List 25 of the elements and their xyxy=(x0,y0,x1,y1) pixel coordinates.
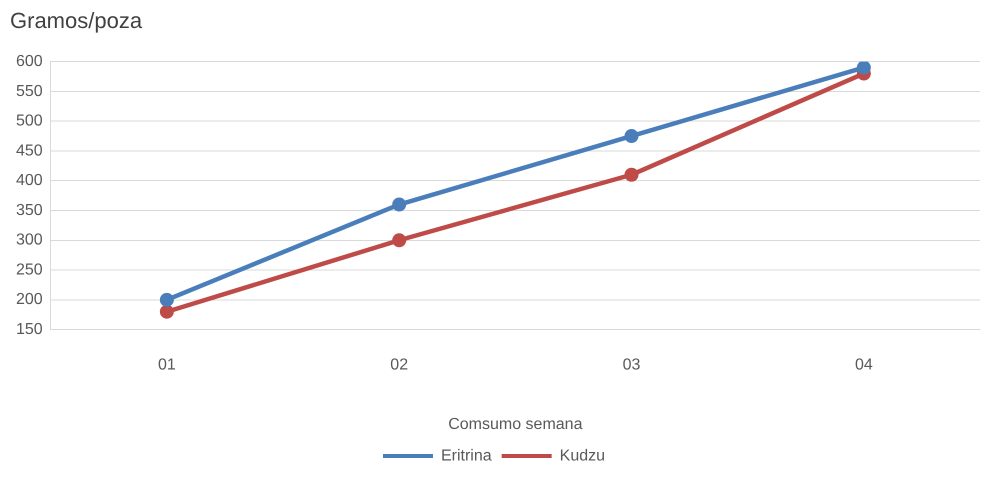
legend-label: Eritrina xyxy=(440,447,492,464)
point xyxy=(392,198,406,212)
y-tick-label: 150 xyxy=(16,321,43,338)
y-tick-label: 500 xyxy=(16,112,43,130)
point xyxy=(392,233,406,248)
y-tick-label: 450 xyxy=(16,142,43,160)
y-tick-label: 200 xyxy=(16,291,43,308)
y-axis-title: Gramos/poza xyxy=(9,8,144,35)
y-tick-label: 550 xyxy=(16,82,43,100)
x-tick-label: 01 xyxy=(158,356,176,374)
y-tick-label: 300 xyxy=(16,232,43,249)
point xyxy=(624,129,639,144)
point xyxy=(856,62,871,75)
x-axis-title: Comsumo semana xyxy=(448,416,583,433)
legend-label: Kudzu xyxy=(560,447,606,464)
y-tick-label: 400 xyxy=(16,172,43,190)
y-tick-label: 250 xyxy=(16,261,43,278)
y-tick-label: 600 xyxy=(16,53,43,70)
point xyxy=(624,168,639,182)
x-tick-label: 04 xyxy=(854,356,873,374)
x-tick-label: 02 xyxy=(390,356,408,374)
y-tick-label: 350 xyxy=(16,202,43,219)
point xyxy=(160,292,174,307)
point xyxy=(160,304,174,319)
x-tick-label: 03 xyxy=(622,356,641,374)
